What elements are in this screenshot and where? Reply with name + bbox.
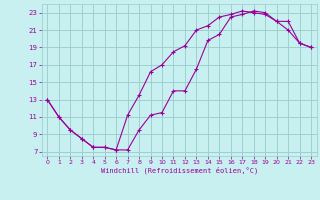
X-axis label: Windchill (Refroidissement éolien,°C): Windchill (Refroidissement éolien,°C) (100, 167, 258, 174)
